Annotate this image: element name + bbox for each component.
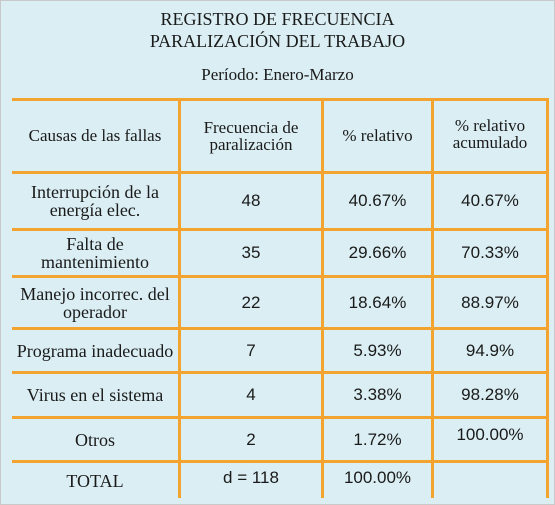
- grid-line-h: [12, 171, 549, 174]
- grid-line-v: [546, 98, 549, 498]
- cause-cell: Falta de mantenimiento: [41, 234, 149, 272]
- cumulative-cell: 88.97%: [461, 292, 519, 312]
- relative-cell: 18.64%: [348, 292, 407, 312]
- frequency-cell: 7: [246, 340, 256, 360]
- grid-line-h: [12, 460, 549, 463]
- cumulative-cell: 94.9%: [465, 340, 515, 360]
- frequency-cell: 35: [241, 243, 261, 262]
- cause-cell: Manejo incorrec. del operador: [20, 283, 170, 322]
- frequency-cell: 2: [246, 429, 256, 449]
- header-relative: % relativo: [342, 126, 413, 145]
- cumulative-cell: 100.00%: [456, 424, 524, 444]
- relative-cell: 5.93%: [353, 340, 402, 360]
- grid-line-h: [12, 327, 549, 330]
- relative-cell: 29.66%: [348, 243, 407, 262]
- grid-line-h: [12, 371, 549, 374]
- cause-cell: Otros: [75, 429, 115, 450]
- relative-cell: 40.67%: [348, 191, 407, 210]
- grid-line-h: [12, 275, 549, 278]
- relative-cell: 1.72%: [353, 429, 402, 449]
- period-label: Período: Enero-Marzo: [201, 65, 354, 84]
- grid-line-v: [431, 98, 434, 498]
- cause-cell: Interrupción de la energía elec.: [31, 182, 159, 220]
- total-cumulative: [434, 460, 546, 495]
- frequency-table: Causas de las fallas Frecuencia de paral…: [12, 98, 549, 498]
- header-cumulative: % relativo acumulado: [452, 115, 528, 152]
- title-line-2: PARALIZACIÓN DEL TRABAJO: [149, 31, 406, 51]
- frequency-cell: 4: [246, 385, 256, 404]
- relative-cell: 3.38%: [353, 385, 402, 404]
- grid-line-h: [12, 416, 549, 419]
- grid-line-v: [321, 98, 324, 498]
- header-cause: Causas de las fallas: [28, 126, 162, 145]
- total-label: TOTAL: [66, 470, 124, 491]
- cumulative-cell: 70.33%: [461, 243, 519, 262]
- frequency-cell: 48: [241, 191, 261, 210]
- total-relative: 100.00%: [343, 467, 412, 487]
- title-line-1: REGISTRO DE FRECUENCIA: [160, 9, 395, 29]
- grid-line-h: [12, 98, 549, 101]
- cause-cell: Programa inadecuado: [16, 340, 174, 361]
- frequency-cell: 22: [241, 292, 261, 312]
- cumulative-cell: 40.67%: [461, 191, 519, 210]
- header-frequency: Frecuencia de paralización: [203, 117, 299, 154]
- grid-line-v: [178, 98, 181, 498]
- cause-cell: Virus en el sistema: [26, 385, 164, 405]
- grid-line-h: [12, 228, 549, 231]
- cumulative-cell: 98.28%: [461, 385, 519, 404]
- total-frequency: d = 118: [223, 467, 279, 487]
